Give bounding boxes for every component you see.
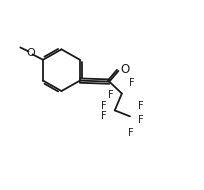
Text: F: F [101, 111, 106, 121]
Text: F: F [138, 115, 144, 125]
Text: F: F [108, 89, 113, 100]
Text: O: O [26, 48, 35, 58]
Text: O: O [120, 63, 130, 76]
Text: F: F [129, 78, 135, 88]
Text: F: F [128, 128, 133, 138]
Text: F: F [138, 101, 144, 111]
Text: F: F [101, 101, 106, 111]
